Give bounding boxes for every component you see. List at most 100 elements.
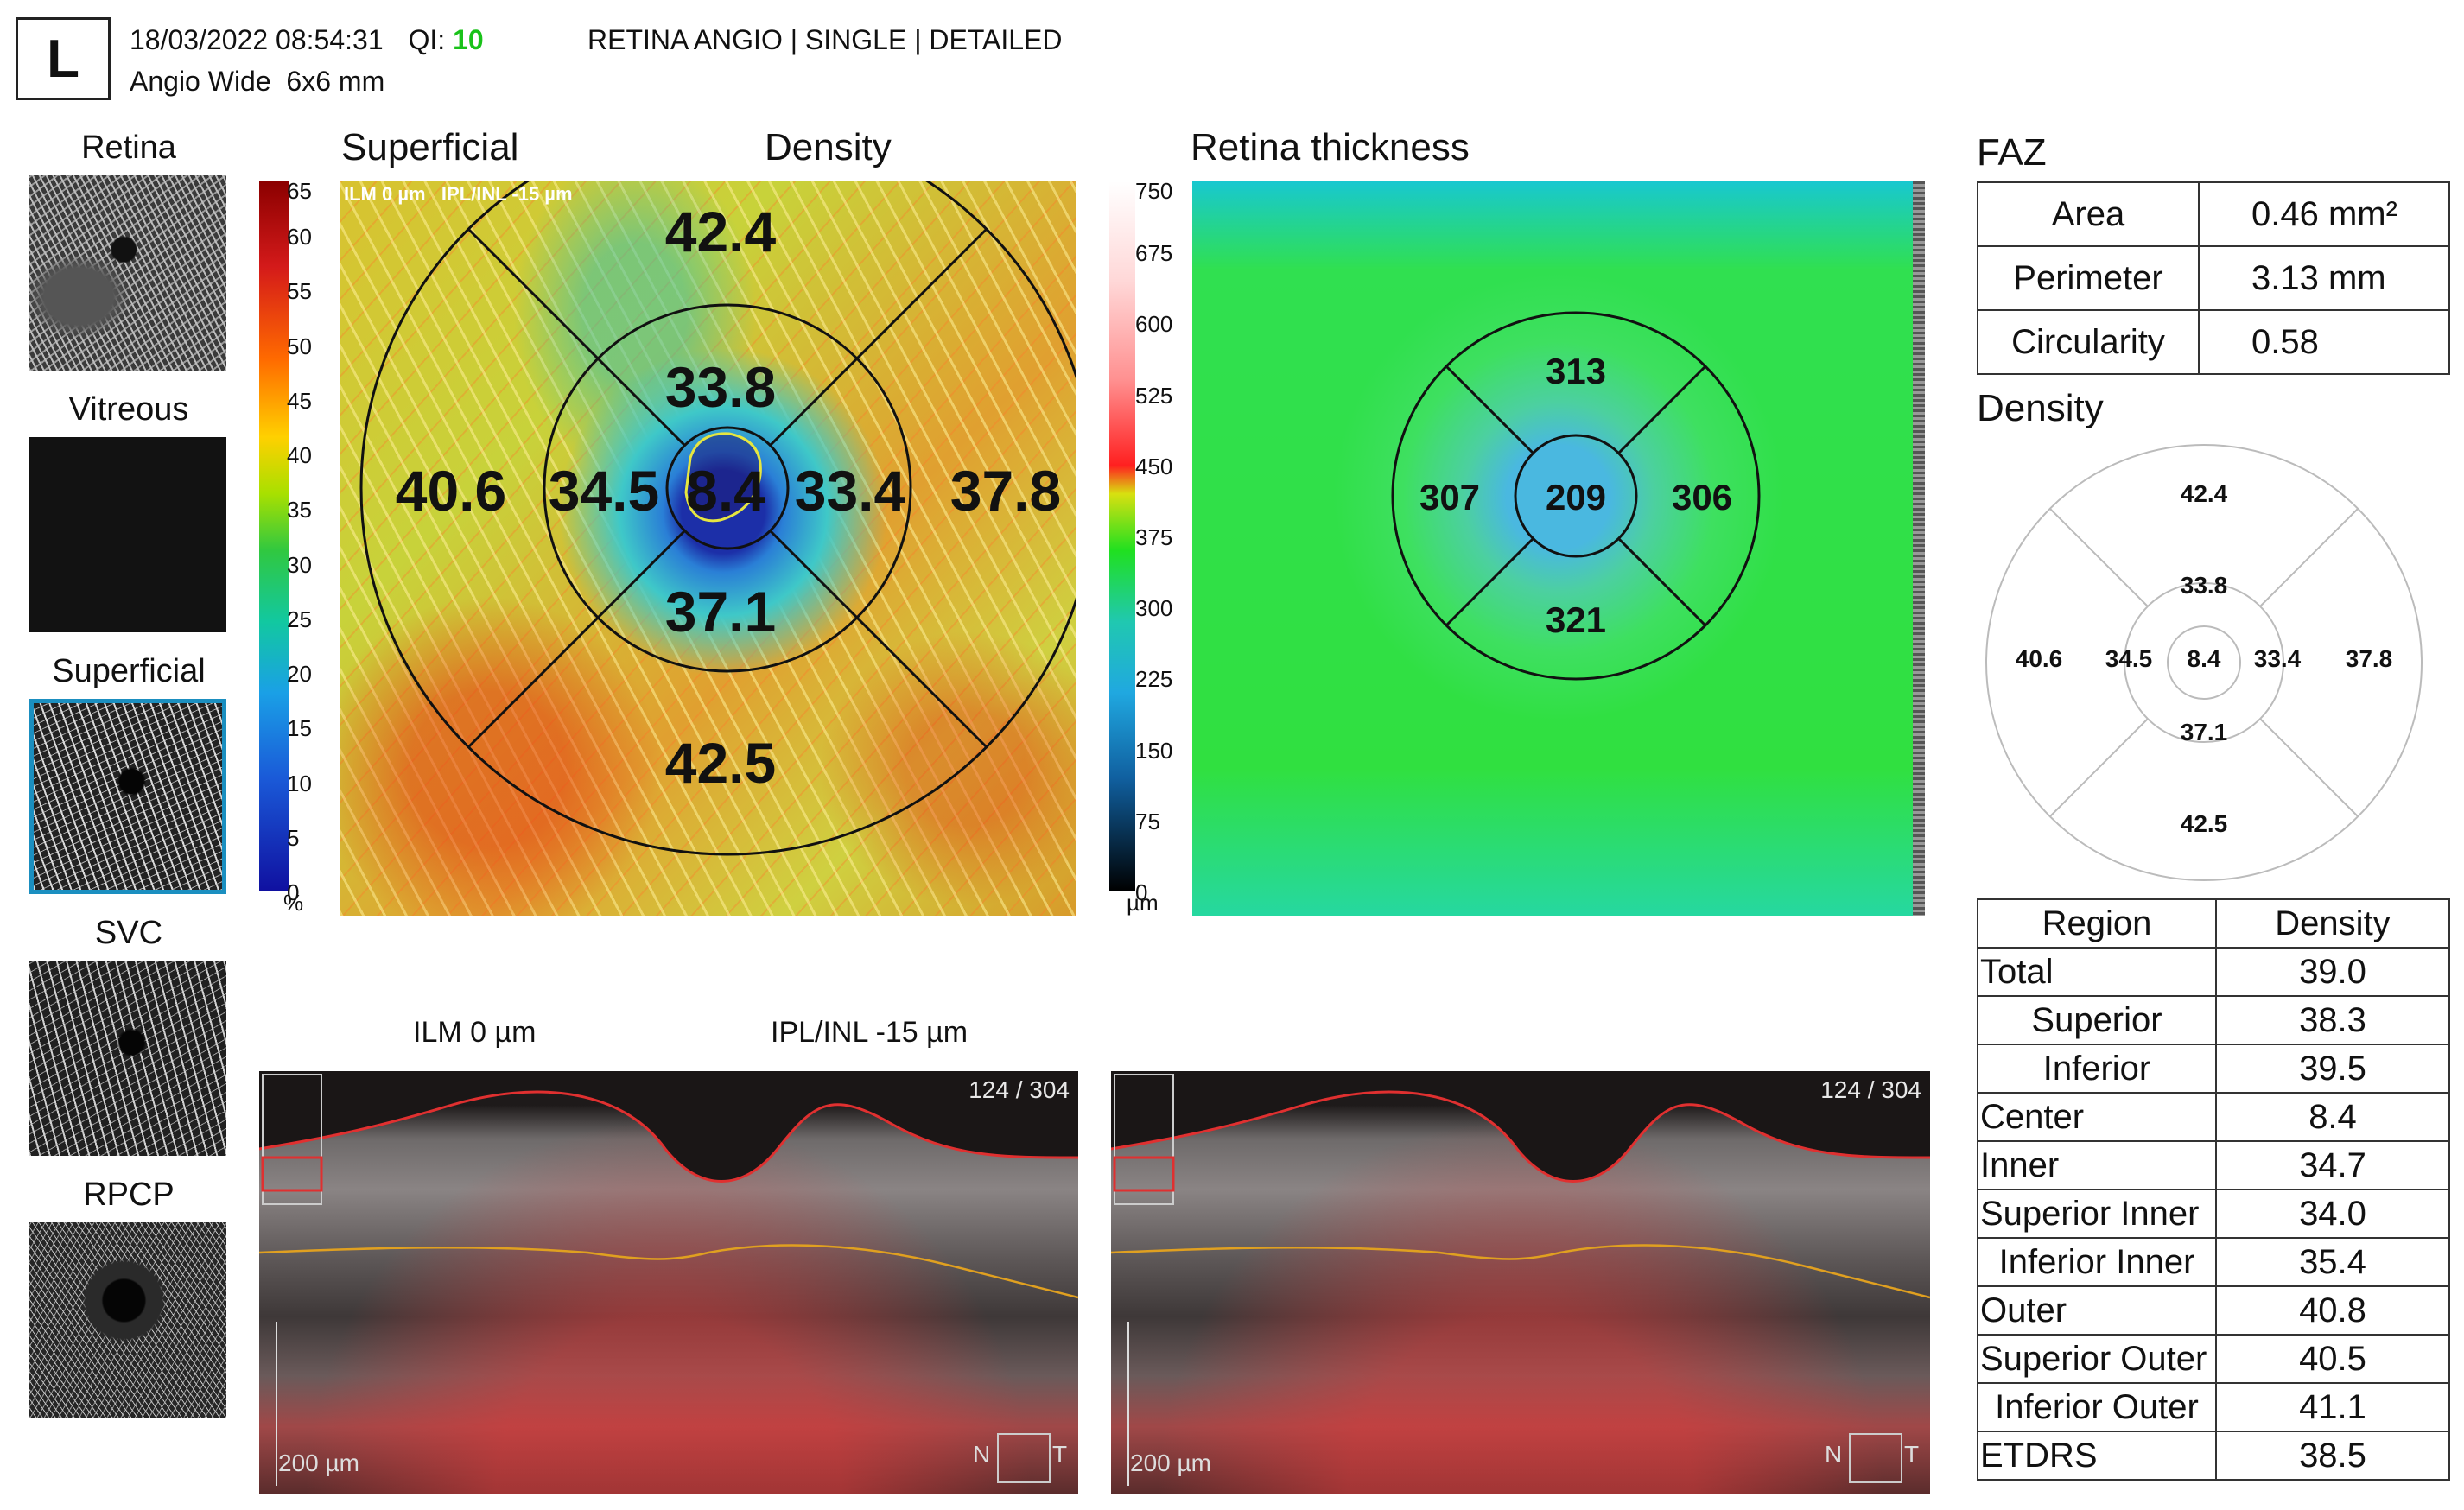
region-name: Total <box>1977 947 2217 997</box>
oct-orient-n: N <box>973 1441 991 1468</box>
region-row: Inferior Inner 35.4 <box>1977 1237 2450 1287</box>
oct-orient-t: T <box>1904 1441 1920 1468</box>
density-overlay-text: ILM 0 µm IPL/INL -15 µm <box>344 183 573 205</box>
dm-superior-inner: 33.8 <box>664 355 777 419</box>
density-scale-tick: 20 <box>287 661 312 688</box>
thumb-superficial[interactable] <box>29 699 226 894</box>
density-scale-tick: 45 <box>287 387 312 414</box>
tm-nasal: 307 <box>1419 477 1481 517</box>
thickness-scale-ticks: 750 675 600 525 450 375 300 225 150 75 0 <box>1132 173 1184 917</box>
density-scale-tick: 25 <box>287 606 312 632</box>
density-etdrs-chart: 42.4 33.8 40.6 34.5 8.4 33.4 37.8 37.1 4… <box>1984 442 2424 883</box>
tm-temporal: 306 <box>1671 477 1733 517</box>
thickness-scale-tick: 75 <box>1135 808 1160 834</box>
region-density: 40.8 <box>2215 1285 2450 1336</box>
faz-table: Area 0.46 mm² Perimeter 3.13 mm Circular… <box>1977 181 2450 375</box>
faz-outline <box>684 432 762 523</box>
dc-temporal-outer: 37.8 <box>2345 645 2393 672</box>
region-name: Superior Outer <box>1977 1334 2217 1384</box>
region-row: Superior Inner 34.0 <box>1977 1189 2450 1239</box>
thickness-scale-tick: 450 <box>1135 453 1173 479</box>
density-scale-tick: 60 <box>287 224 312 251</box>
dc-superior-inner: 33.8 <box>2180 572 2228 599</box>
dm-temporal-outer: 37.8 <box>949 459 1062 523</box>
density-map-title-right: Density <box>765 126 892 168</box>
region-row: Center 8.4 <box>1977 1092 2450 1142</box>
region-density: 40.5 <box>2215 1334 2450 1384</box>
dc-nasal-inner: 34.5 <box>2105 645 2153 672</box>
region-name: Inner <box>1977 1140 2217 1190</box>
thickness-heatmap[interactable]: 313 307 209 306 321 <box>1192 181 1925 916</box>
faz-row-perimeter: Perimeter 3.13 mm <box>1977 245 2450 311</box>
density-scale-tick: 50 <box>287 333 312 359</box>
region-density: 41.1 <box>2215 1382 2450 1432</box>
thickness-scale-unit: µm <box>1127 890 1159 916</box>
scan-type: Angio Wide 6x6 mm <box>130 66 385 97</box>
thumb-label-svc: SVC <box>94 915 163 951</box>
thickness-grid-overlay <box>1391 311 1761 681</box>
oct-layer-lines <box>1111 1071 1930 1486</box>
oct-bscan-left[interactable]: 124 / 304 200 µm N T <box>259 1071 1078 1494</box>
density-map-title-left: Superficial <box>341 126 519 168</box>
thickness-scale-tick: 675 <box>1135 240 1173 267</box>
oct-label-ilm: ILM 0 µm <box>413 1016 537 1049</box>
dm-inferior-outer: 42.5 <box>664 731 777 795</box>
density-scale-tick: 35 <box>287 497 312 523</box>
tm-center: 209 <box>1545 477 1607 517</box>
region-density: 38.3 <box>2215 995 2450 1045</box>
region-density-table: Region Density Total 39.0 Superior 38.3 Infe… <box>1977 898 2450 1481</box>
faz-row-circularity: Circularity 0.58 <box>1977 309 2450 375</box>
oct-scalebar-label: 200 µm <box>278 1450 359 1476</box>
dc-inferior-inner: 37.1 <box>2180 719 2228 745</box>
oct-label-ipl: IPL/INL -15 µm <box>771 1016 968 1049</box>
thickness-scale-tick: 525 <box>1135 382 1173 409</box>
region-name: Outer <box>1977 1285 2217 1336</box>
dm-inferior-inner: 37.1 <box>664 580 777 644</box>
density-scale-tick: 0 <box>287 879 300 905</box>
faz-label: Area <box>1977 181 2200 247</box>
dc-inferior-outer: 42.5 <box>2180 810 2228 837</box>
thumb-vitreous[interactable] <box>29 437 226 632</box>
region-name: Center <box>1977 1092 2217 1142</box>
thickness-scale-tick: 150 <box>1135 737 1173 764</box>
qi-value: 10 <box>453 24 484 55</box>
faz-value: 0.46 mm² <box>2198 181 2450 247</box>
region-density: 38.5 <box>2215 1431 2450 1481</box>
region-density: 39.5 <box>2215 1044 2450 1094</box>
header-density: Density <box>2215 898 2450 949</box>
region-row: Inferior 39.5 <box>1977 1044 2450 1094</box>
oct-orient-n: N <box>1825 1441 1843 1468</box>
thumb-svc[interactable] <box>29 961 226 1156</box>
thickness-scale-tick: 600 <box>1135 311 1173 338</box>
oct-layer-lines <box>259 1071 1078 1486</box>
thickness-scale-tick: 750 <box>1135 178 1173 204</box>
region-name: Inferior Outer <box>1977 1382 2217 1432</box>
region-density: 34.0 <box>2215 1189 2450 1239</box>
thickness-scale-tick: 300 <box>1135 595 1173 622</box>
density-grid-overlay <box>359 181 1076 856</box>
density-scale-unit: % <box>283 890 304 916</box>
dc-nasal-outer: 40.6 <box>2015 645 2063 672</box>
region-name: Superior <box>1977 995 2217 1045</box>
region-name: Inferior <box>1977 1044 2217 1094</box>
density-scale-tick: 10 <box>287 770 312 796</box>
density-center-ring <box>665 426 790 550</box>
region-table-header: Region Density <box>1977 898 2450 949</box>
region-name: Inferior Inner <box>1977 1237 2217 1287</box>
region-name: Superior Inner <box>1977 1189 2217 1239</box>
oct-bscan-right[interactable]: 124 / 304 200 µm N T <box>1111 1071 1930 1494</box>
oct-slice-counter: 124 / 304 <box>1820 1076 1921 1103</box>
density-color-scale <box>259 181 289 891</box>
tm-superior: 313 <box>1545 351 1607 391</box>
faz-row-area: Area 0.46 mm² <box>1977 181 2450 247</box>
thumb-rpcp[interactable] <box>29 1222 226 1418</box>
thumb-retina[interactable] <box>29 175 226 371</box>
oct-orient-t: T <box>1052 1441 1068 1468</box>
faz-value: 0.58 <box>2198 309 2450 375</box>
density-scale-ticks: 65 60 55 50 45 40 35 30 25 20 15 10 5 0 <box>285 173 320 917</box>
density-heatmap[interactable]: ILM 0 µm IPL/INL -15 µm 42.4 33.8 40.6 3… <box>340 181 1076 916</box>
region-row: Inferior Outer 41.1 <box>1977 1382 2450 1432</box>
dc-superior-outer: 42.4 <box>2180 480 2228 507</box>
region-density: 35.4 <box>2215 1237 2450 1287</box>
region-row: Superior 38.3 <box>1977 995 2450 1045</box>
